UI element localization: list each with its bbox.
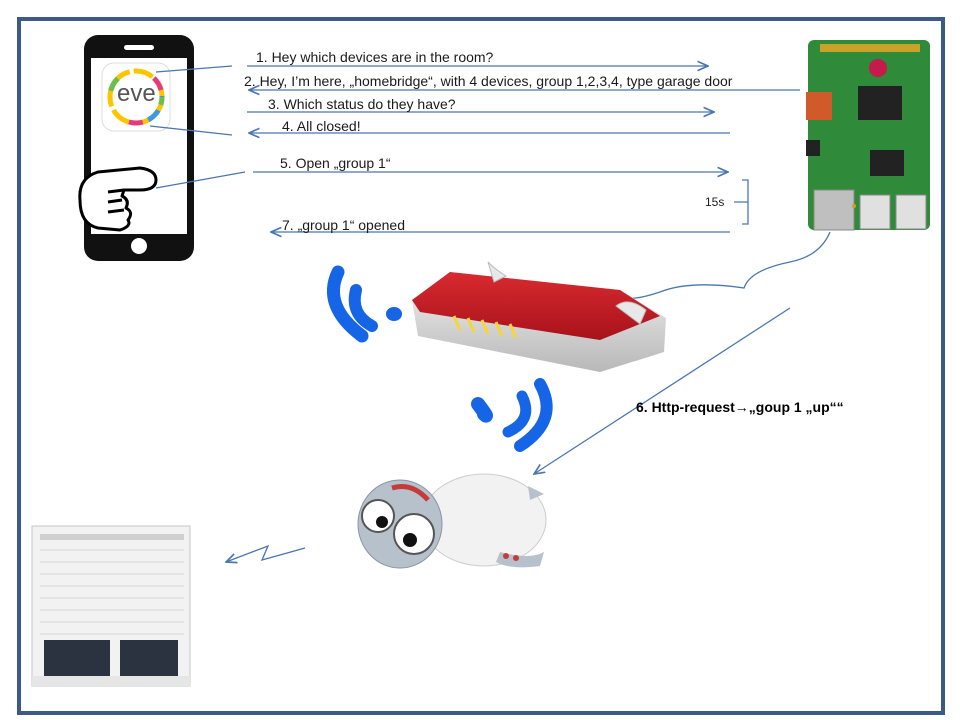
- turtle-device: [357, 473, 547, 569]
- radio-signal-arrow: [226, 544, 306, 562]
- eve-app-label: eve: [117, 80, 156, 107]
- diagram-frame: [17, 17, 945, 715]
- delay-brace: [734, 179, 749, 225]
- message-6-label: 6. Http-request→„goup 1 „up““: [636, 399, 844, 415]
- delay-label: 15s: [705, 195, 725, 209]
- message-1-label: 1. Hey which devices are in the room?: [256, 49, 494, 65]
- arrow-msg6: [534, 307, 791, 474]
- network-cable: [625, 231, 831, 300]
- message-3-label: 3. Which status do they have?: [268, 96, 456, 112]
- message-arrows: [149, 66, 831, 562]
- raspberry-pi: [806, 40, 930, 231]
- message-4-label: 4. All closed!: [282, 118, 361, 134]
- pointing-hand-icon: [78, 166, 158, 232]
- wifi-symbol-router: [326, 265, 402, 343]
- roller-shutter: [31, 525, 191, 687]
- eve-app-icon: [101, 62, 171, 132]
- wifi-symbol-device: [471, 378, 553, 452]
- wifi-router: [412, 261, 666, 372]
- message-7-label: 7. „group 1“ opened: [282, 217, 405, 233]
- message-5-label: 5. Open „group 1“: [280, 155, 391, 171]
- message-2-label: 2. Hey, I’m here, „homebridge“, with 4 d…: [244, 73, 733, 89]
